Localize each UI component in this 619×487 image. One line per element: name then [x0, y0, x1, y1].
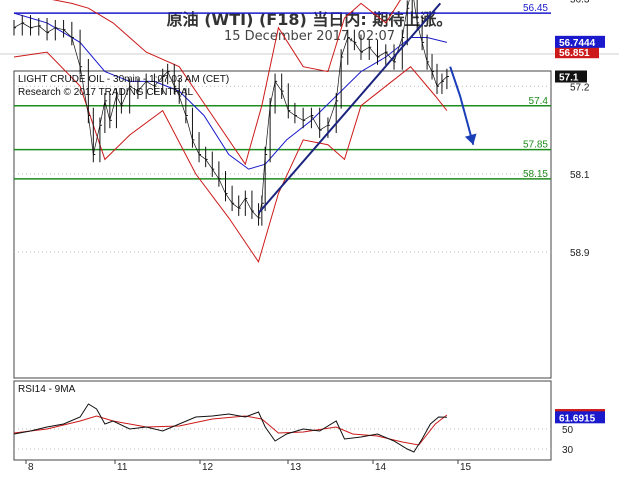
bearish-trendline	[257, 2, 442, 214]
price-badge-label: 56.851	[559, 48, 590, 59]
price-line	[13, 0, 448, 219]
publish-date: 15 December 2017, 02:07	[223, 29, 396, 44]
price-badge	[555, 35, 605, 48]
rsi-badge	[555, 411, 605, 424]
rsi-axis-tick-label: 50	[562, 425, 574, 436]
price-badge	[555, 46, 599, 59]
price-axis-tick-label: 56.3	[570, 0, 590, 6]
level-label: 56.45	[523, 3, 548, 14]
level-label: 57.4	[529, 96, 549, 107]
header-divider	[0, 53, 619, 55]
price-badge	[555, 70, 587, 83]
level-label: 58.15	[523, 169, 548, 180]
rsi-line	[13, 403, 447, 453]
x-axis-tick-label: 14	[375, 462, 387, 473]
x-axis-tick-label: 13	[290, 462, 302, 473]
projection-arrow-head	[464, 133, 477, 145]
rsi-label: RSI14 - 9MA	[18, 384, 76, 395]
chart-headline: 原油 (WTI) (F18) 当日内: 期待上涨。	[166, 10, 453, 29]
rsi-axis-tick-label: 30	[562, 445, 574, 456]
chart-info-line: LIGHT CRUDE OIL - 30min - 1:07:03 AM (CE…	[18, 74, 229, 85]
price-panel-frame	[13, 70, 552, 379]
rsi-panel-frame	[13, 380, 552, 461]
rsi-badge-label: 61.6915	[559, 413, 596, 424]
x-axis-tick-label: 15	[460, 462, 472, 473]
x-axis-tick-label: 11	[117, 462, 128, 473]
price-axis-tick-label: 58.1	[570, 170, 590, 181]
price-axis-tick-label: 58.9	[570, 248, 590, 259]
level-label: 57.85	[523, 140, 548, 151]
lower-bollinger-band	[52, 0, 401, 166]
price-badge-label: 57.1	[559, 73, 579, 84]
rsi-moving-average	[13, 414, 448, 446]
chart-copyright-line: Research © 2017 TRADING CENTRAL	[18, 87, 193, 98]
x-axis-tick-label: 8	[28, 462, 34, 473]
price-badge-label: 56.7444	[559, 38, 596, 49]
x-axis-tick-label: 12	[202, 462, 214, 473]
projection-arrow	[449, 66, 475, 145]
upper-bollinger-band	[13, 51, 448, 263]
price-axis-tick-label: 57.2	[570, 82, 590, 93]
